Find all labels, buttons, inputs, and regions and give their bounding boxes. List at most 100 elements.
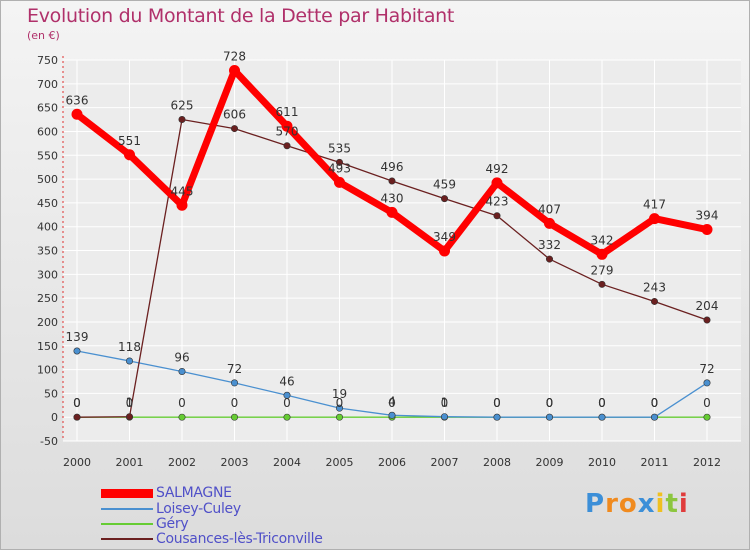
legend-item-salmagne: SALMAGNE (101, 485, 232, 501)
data-label: 0 (493, 396, 501, 410)
y-tick-label: 550 (37, 149, 58, 162)
y-tick-label: -50 (40, 435, 58, 448)
data-point (335, 158, 343, 166)
data-label: 417 (643, 198, 666, 212)
data-label: 430 (381, 191, 404, 205)
data-label: 349 (433, 230, 456, 244)
data-label: 243 (643, 280, 666, 294)
data-label: 0 (598, 396, 606, 410)
data-label: 0 (493, 396, 501, 410)
legend-label: Cousances-lès-Triconville (156, 531, 323, 547)
x-tick-label: 2007 (431, 456, 459, 469)
data-point (701, 224, 713, 236)
logo-letter: i (655, 489, 666, 519)
data-label: 625 (171, 99, 194, 113)
logo-letter: t (665, 489, 679, 519)
legend-label: SALMAGNE (156, 485, 232, 501)
data-label: 72 (227, 362, 242, 376)
data-label: 72 (699, 362, 714, 376)
y-tick-label: 750 (37, 54, 58, 67)
x-tick-label: 2011 (641, 456, 669, 469)
data-point (440, 413, 448, 421)
data-point (178, 367, 186, 375)
data-label: 0 (546, 396, 554, 410)
data-label: 0 (388, 396, 396, 410)
data-label: 611 (276, 105, 299, 119)
y-tick-label: 250 (37, 292, 58, 305)
data-point (126, 357, 134, 365)
y-tick-label: 600 (37, 125, 58, 138)
data-point (386, 206, 398, 218)
data-point (176, 199, 188, 211)
data-point (598, 280, 606, 288)
data-label: 1 (126, 396, 134, 410)
data-point (703, 379, 711, 387)
data-label: 0 (441, 396, 449, 410)
data-point (596, 248, 608, 260)
legend-swatch (101, 538, 153, 540)
data-label: 0 (73, 396, 81, 410)
data-label: 492 (486, 162, 509, 176)
proxiti-logo: Proxiti (585, 489, 689, 519)
data-point (650, 297, 658, 305)
data-label: 445 (171, 184, 194, 198)
data-label: 0 (126, 396, 134, 410)
data-label: 96 (174, 350, 189, 364)
legend-swatch (101, 488, 153, 498)
data-label: 4 (388, 394, 396, 408)
data-point (126, 413, 134, 421)
logo-letter: i (678, 489, 689, 519)
x-tick-label: 2012 (693, 456, 721, 469)
legend-swatch (101, 523, 153, 525)
y-tick-label: 650 (37, 102, 58, 115)
data-point (335, 413, 343, 421)
data-point (231, 413, 239, 421)
data-point (124, 149, 135, 161)
x-tick-label: 2003 (221, 456, 249, 469)
y-tick-label: 350 (37, 245, 58, 258)
data-label: 118 (118, 340, 141, 354)
y-tick-label: 200 (37, 316, 58, 329)
data-label: 204 (696, 299, 719, 313)
data-point (335, 404, 343, 412)
data-label: 0 (703, 396, 711, 410)
data-label: 139 (66, 330, 89, 344)
data-point (73, 347, 81, 355)
data-label: 0 (73, 396, 81, 410)
data-point (388, 411, 396, 419)
data-label: 535 (328, 141, 351, 155)
data-label: 1 (441, 396, 449, 410)
y-tick-label: 300 (37, 268, 58, 281)
data-label: 0 (651, 396, 659, 410)
y-tick-label: 400 (37, 221, 58, 234)
data-point (71, 108, 83, 120)
data-label: 423 (486, 195, 509, 209)
data-label: 606 (223, 108, 246, 122)
data-label: 342 (591, 233, 614, 247)
legend-label: Géry (156, 516, 189, 532)
data-label: 0 (231, 396, 239, 410)
data-point (231, 379, 239, 387)
x-tick-label: 2000 (63, 456, 91, 469)
x-tick-label: 2006 (378, 456, 406, 469)
data-point (388, 177, 396, 185)
data-point (334, 176, 345, 188)
y-tick-label: 50 (44, 387, 58, 400)
chart-unit: (en €) (27, 29, 60, 42)
y-tick-label: 150 (37, 340, 58, 353)
data-label: 496 (381, 160, 404, 174)
data-label: 332 (538, 238, 561, 252)
data-point (545, 255, 553, 263)
y-tick-label: 0 (51, 411, 58, 424)
data-label: 570 (276, 125, 299, 139)
data-label: 459 (433, 178, 456, 192)
y-tick-label: 700 (37, 78, 58, 91)
chart-title: Evolution du Montant de la Dette par Hab… (27, 5, 455, 27)
data-point (73, 413, 81, 421)
data-label: 279 (591, 263, 614, 277)
logo-letter: P (585, 489, 606, 519)
data-point (281, 120, 293, 132)
x-tick-label: 2008 (483, 456, 511, 469)
